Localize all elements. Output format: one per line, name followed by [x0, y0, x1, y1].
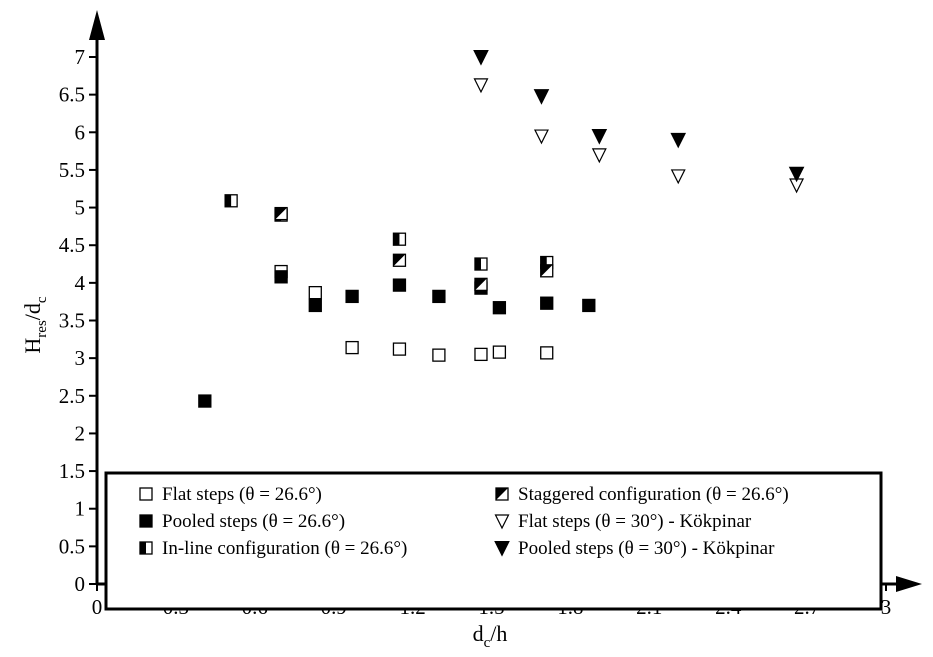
legend-marker — [494, 514, 510, 530]
series-2 — [198, 270, 596, 408]
data-point — [788, 166, 805, 183]
legend-label: Staggered configuration (θ = 26.6°) — [518, 484, 789, 505]
y-tick-label: 2 — [75, 421, 86, 445]
data-point — [492, 301, 507, 315]
data-point — [392, 342, 407, 356]
y-tick-label: 6 — [75, 120, 86, 144]
y-tick-label: 7 — [75, 45, 86, 69]
legend-marker — [494, 541, 510, 557]
legend-label: Pooled steps (θ = 26.6°) — [162, 511, 345, 532]
y-tick-label: 4.5 — [59, 233, 85, 257]
y-tick-label: 5 — [75, 196, 86, 220]
y-axis-ticks: 0 0.5 1 1.5 2 2.5 3 3.5 4 4.5 5 5.5 6 6.5 7 — [59, 45, 97, 596]
data-point — [474, 277, 488, 292]
data-point — [224, 194, 238, 208]
legend-label: Pooled steps (θ = 30°) - Kökpinar — [518, 538, 775, 559]
data-point — [308, 285, 322, 300]
data-point — [274, 206, 288, 221]
y-tick-label: 1 — [75, 497, 86, 521]
legend-label: Flat steps (θ = 30°) - Kökpinar — [518, 511, 752, 532]
series-4 — [274, 206, 554, 292]
legend-item: Flat steps (θ = 30°) - Kökpinar — [494, 511, 752, 532]
legend-item: Pooled steps (θ = 26.6°) — [139, 511, 345, 532]
data-marks — [198, 50, 805, 408]
legend-label: In-line configuration (θ = 26.6°) — [162, 538, 407, 559]
data-point — [533, 89, 550, 105]
data-point — [540, 264, 554, 278]
y-tick-label: 6.5 — [59, 83, 85, 107]
legend-marker — [139, 514, 153, 528]
y-tick-label: 5.5 — [59, 158, 85, 182]
y-tick-label: 1.5 — [59, 459, 85, 483]
series-6 — [473, 50, 805, 183]
data-point — [432, 348, 446, 362]
legend: Flat steps (θ = 26.6°) Pooled steps (θ = … — [104, 471, 883, 611]
y-tick-label: 3.5 — [59, 309, 85, 333]
data-point — [345, 289, 359, 304]
x-tick-label: 3 — [881, 595, 892, 619]
x-axis-label: dc/h — [473, 621, 508, 651]
y-axis-arrow — [89, 10, 105, 40]
series-1 — [274, 264, 554, 362]
legend-marker — [495, 487, 509, 501]
y-tick-label: 0.5 — [59, 534, 85, 558]
data-point — [582, 298, 596, 313]
data-point — [274, 270, 288, 284]
data-point — [540, 346, 554, 360]
x-tick-label: 0 — [92, 595, 103, 619]
data-point — [392, 232, 407, 246]
data-point — [392, 253, 407, 267]
data-point — [392, 278, 407, 292]
data-point — [474, 257, 488, 271]
y-tick-label: 0 — [75, 572, 86, 596]
legend-box — [104, 471, 883, 611]
legend-item: Flat steps (θ = 26.6°) — [139, 484, 322, 505]
series-3 — [224, 194, 554, 271]
y-tick-label: 2.5 — [59, 384, 85, 408]
y-axis-label: Hres/dc — [20, 296, 50, 354]
data-point — [432, 289, 446, 304]
data-point — [492, 345, 507, 359]
y-tick-label: 3 — [75, 346, 86, 370]
data-point — [540, 296, 554, 310]
data-point — [591, 148, 607, 164]
data-point — [198, 394, 212, 408]
legend-marker — [139, 541, 153, 555]
legend-item: Staggered configuration (θ = 26.6°) — [495, 484, 789, 505]
data-point — [533, 129, 549, 145]
data-point — [473, 78, 489, 94]
legend-marker — [139, 487, 153, 501]
legend-item: In-line configuration (θ = 26.6°) — [139, 538, 407, 559]
legend-item: Pooled steps (θ = 30°) - Kökpinar — [494, 538, 775, 559]
data-point — [345, 340, 359, 355]
data-point — [308, 298, 322, 313]
data-point — [474, 347, 488, 362]
data-point — [670, 169, 686, 185]
y-tick-label: 4 — [75, 271, 86, 295]
series-5 — [473, 78, 805, 194]
data-point — [670, 132, 687, 149]
data-point — [473, 50, 489, 66]
x-axis-arrow — [896, 576, 922, 592]
data-point — [591, 129, 608, 145]
legend-label: Flat steps (θ = 26.6°) — [162, 484, 322, 505]
